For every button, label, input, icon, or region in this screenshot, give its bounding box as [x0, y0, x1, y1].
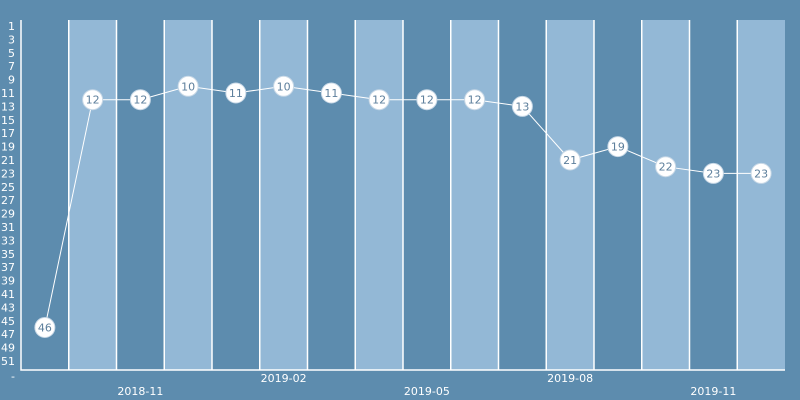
y-tick-label: 45 [1, 315, 15, 328]
data-point [129, 89, 151, 111]
column-band [450, 20, 499, 370]
y-tick-label: 29 [1, 208, 15, 221]
x-tick-label: 2019-11 [690, 385, 736, 398]
data-label: 12 [468, 94, 482, 107]
y-tick-label: 7 [8, 60, 15, 73]
column-band [689, 20, 738, 370]
column-band [403, 20, 451, 370]
data-point [464, 89, 486, 111]
y-tick-label: 39 [1, 275, 15, 288]
y-tick-label: 49 [1, 342, 15, 355]
data-label: 22 [659, 161, 673, 174]
data-point [655, 156, 677, 178]
x-tick-label: 2019-05 [404, 385, 450, 398]
x-tick-label: 2019-02 [261, 372, 307, 385]
data-label: 12 [420, 94, 434, 107]
data-point [607, 136, 629, 158]
data-label: 23 [706, 167, 720, 180]
series-line [44, 85, 762, 328]
column-band [68, 20, 117, 370]
y-tick-label: 17 [1, 127, 15, 140]
column-band [594, 20, 642, 370]
column-band [307, 20, 356, 370]
data-point [702, 162, 724, 184]
data-point [320, 82, 342, 104]
y-tick-label: 41 [1, 288, 15, 301]
data-point [177, 75, 199, 97]
data-point [416, 89, 438, 111]
data-label: 12 [133, 94, 147, 107]
y-tick-label: 35 [1, 248, 15, 261]
y-tick-label: 3 [8, 33, 15, 46]
data-label: 13 [515, 100, 529, 113]
y-tick-label: 47 [1, 328, 15, 341]
column-band [737, 20, 785, 370]
data-point [82, 89, 104, 111]
data-label: 10 [277, 80, 291, 93]
data-point [750, 162, 772, 184]
y-tick-label: - [11, 370, 15, 383]
y-tick-label: 23 [1, 167, 15, 180]
column-band [212, 20, 260, 370]
y-tick-label: 31 [1, 221, 15, 234]
data-label: 10 [181, 80, 195, 93]
y-tick-label: 33 [1, 234, 15, 247]
data-point [273, 75, 295, 97]
data-point [34, 317, 56, 338]
y-tick-label: 13 [1, 100, 15, 113]
column-band [546, 20, 594, 370]
y-tick-label: 25 [1, 181, 15, 194]
column-band [21, 20, 69, 370]
data-label: 11 [324, 87, 338, 100]
y-tick-label: 37 [1, 261, 15, 274]
column-band [116, 20, 165, 370]
column-band [259, 20, 308, 370]
y-tick-label: 1 [8, 20, 15, 33]
data-point [368, 89, 390, 111]
data-point [511, 95, 533, 117]
data-label: 11 [229, 87, 243, 100]
data-label: 46 [38, 322, 52, 335]
y-tick-label: 9 [8, 74, 15, 87]
y-tick-label: 51 [1, 355, 15, 368]
y-tick-label: 15 [1, 114, 15, 127]
data-label: 23 [754, 167, 768, 180]
data-point [225, 82, 247, 104]
x-tick-label: 2019-08 [547, 372, 593, 385]
data-point [559, 149, 581, 171]
y-tick-label: 43 [1, 301, 15, 314]
column-band [355, 20, 403, 370]
y-tick-label: 21 [1, 154, 15, 167]
data-label: 12 [86, 94, 100, 107]
column-band [164, 20, 212, 370]
x-tick-label: 2018-11 [117, 385, 163, 398]
axis-frame [20, 20, 785, 371]
y-tick-label: 11 [1, 87, 15, 100]
data-label: 12 [372, 94, 386, 107]
column-band [641, 20, 690, 370]
data-label: 21 [563, 154, 577, 167]
column-band [498, 20, 547, 370]
y-tick-label: 19 [1, 141, 15, 154]
y-tick-label: 27 [1, 194, 15, 207]
y-tick-label: 5 [8, 47, 15, 60]
data-label: 19 [611, 141, 625, 154]
